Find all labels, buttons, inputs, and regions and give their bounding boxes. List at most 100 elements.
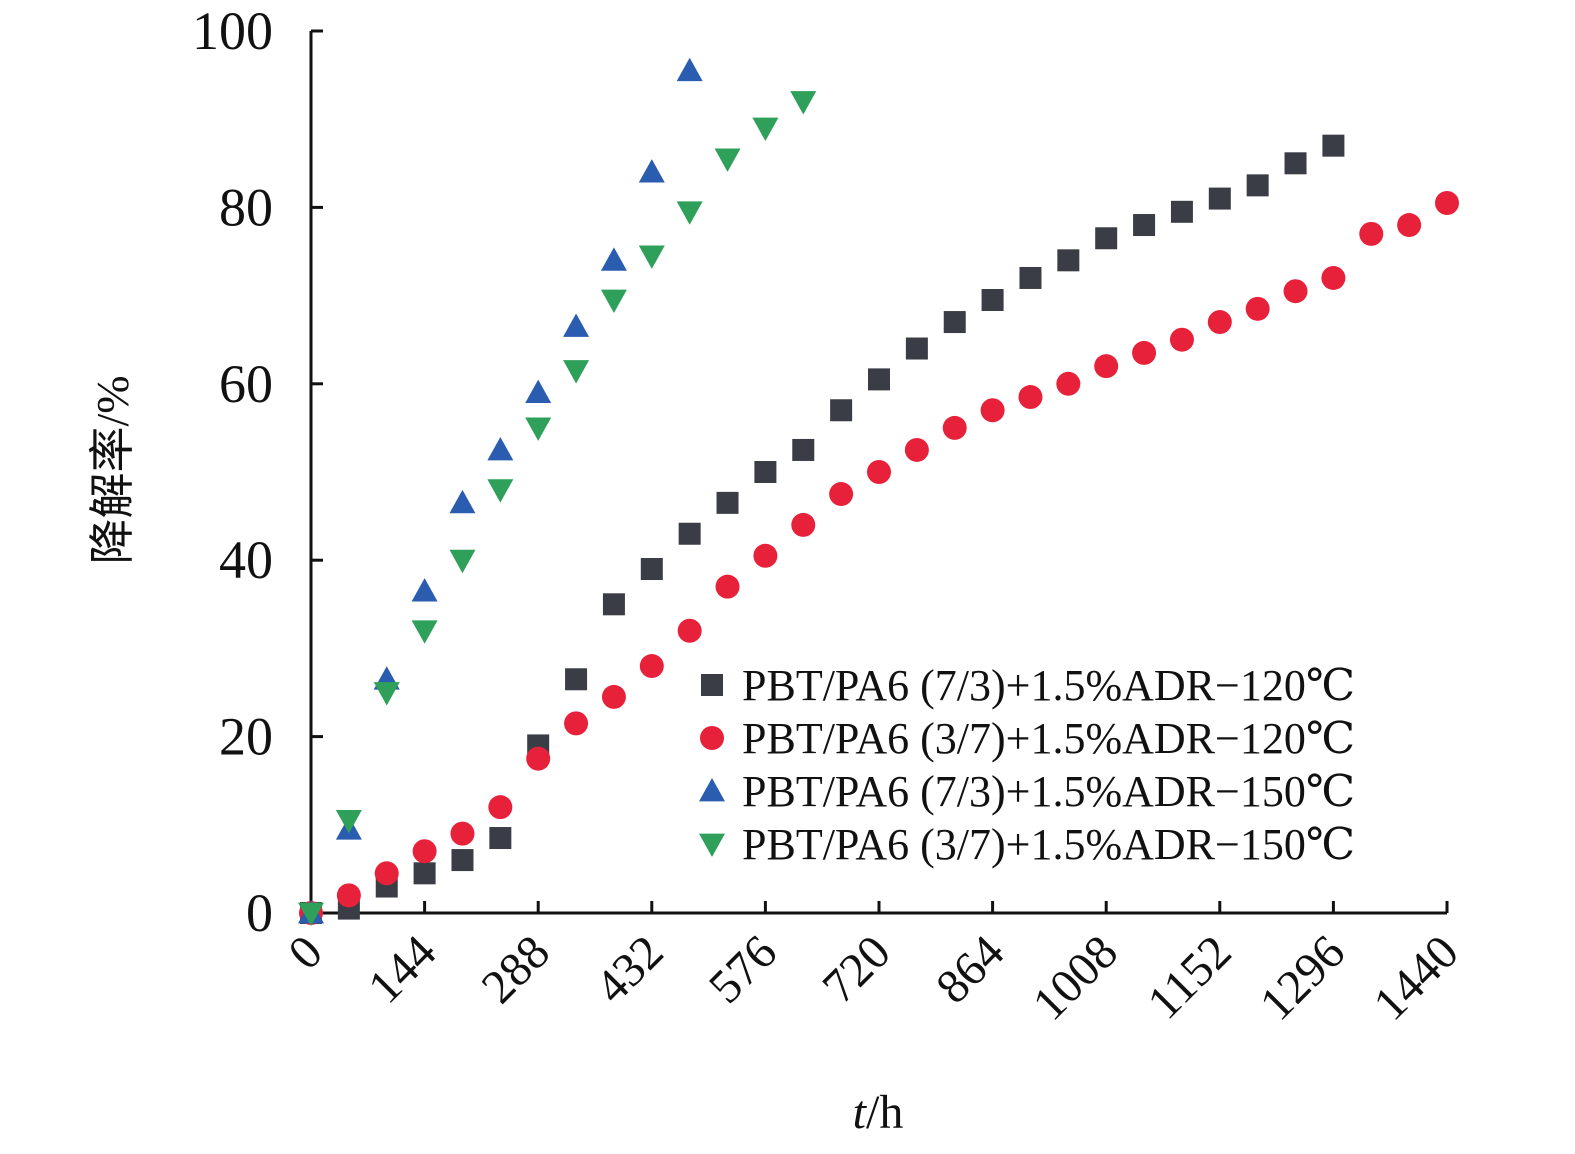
y-tick-label: 0: [246, 883, 273, 943]
data-point-series-1: [1057, 249, 1080, 272]
data-point-series-2: [791, 512, 816, 537]
data-point-series-1: [792, 438, 815, 461]
data-point-series-4: [790, 91, 817, 115]
data-point-series-2: [1321, 265, 1346, 290]
x-tick-label: 1152: [1137, 925, 1241, 1029]
legend-marker-series-2: [700, 726, 724, 750]
series-2: [299, 190, 1459, 925]
y-axis-title: 降解率/%: [87, 375, 138, 564]
y-tick-label: 60: [219, 354, 273, 414]
x-axis-title-italic: t: [853, 1086, 868, 1139]
data-point-series-2: [942, 415, 967, 440]
data-point-series-1: [413, 862, 436, 885]
data-point-series-2: [1132, 340, 1157, 365]
data-point-series-2: [1245, 296, 1270, 321]
data-point-series-3: [638, 159, 665, 183]
data-point-series-4: [752, 117, 779, 142]
data-point-series-2: [867, 460, 891, 484]
data-point-series-3: [411, 578, 438, 602]
data-point-series-4: [563, 360, 590, 384]
data-point-series-2: [450, 821, 475, 846]
legend-marker-series-4: [699, 833, 725, 857]
data-point-series-1: [1095, 227, 1118, 250]
data-point-series-4: [638, 245, 665, 269]
data-point-series-2: [601, 684, 626, 709]
data-point-series-2: [336, 883, 361, 908]
data-point-series-2: [904, 437, 929, 462]
x-tick-label: 864: [926, 925, 1014, 1013]
data-point-series-1: [678, 522, 701, 545]
data-point-series-2: [1094, 354, 1119, 379]
x-tick-label: 720: [812, 925, 900, 1013]
data-point-series-1: [1170, 200, 1193, 223]
y-tick-label: 20: [219, 707, 273, 767]
data-point-series-1: [868, 368, 890, 391]
data-point-series-4: [298, 902, 324, 926]
data-point-series-2: [1169, 327, 1194, 352]
x-tick-label: 576: [699, 925, 787, 1013]
data-point-series-2: [753, 543, 778, 568]
data-point-series-1: [1133, 214, 1156, 237]
legend-label-series-2: PBT/PA6 (3/7)+1.5%ADR−120℃: [742, 714, 1355, 763]
data-point-series-4: [487, 479, 514, 503]
data-point-series-2: [564, 711, 589, 736]
x-axis-title: t/h: [853, 1086, 904, 1139]
data-point-series-4: [525, 417, 552, 441]
data-point-series-2: [829, 482, 854, 507]
data-point-series-3: [449, 489, 476, 514]
x-tick-label: 288: [472, 925, 560, 1013]
data-point-series-2: [374, 861, 399, 886]
data-point-series-4: [373, 682, 400, 706]
data-point-series-2: [1359, 221, 1384, 246]
data-point-series-1: [602, 593, 625, 616]
data-point-series-1: [1019, 266, 1042, 289]
data-point-series-4: [600, 289, 627, 314]
y-axis-ticks: 0 20 40 60 80 100: [192, 1, 323, 943]
data-point-series-1: [640, 558, 663, 581]
data-points: [298, 57, 1459, 926]
data-point-series-2: [1018, 385, 1043, 410]
data-point-series-1: [943, 311, 966, 334]
data-point-series-3: [676, 57, 703, 82]
data-point-series-2: [412, 839, 437, 864]
data-point-series-1: [1208, 187, 1231, 210]
x-axis-title-unit: /h: [866, 1086, 903, 1139]
legend-label-series-3: PBT/PA6 (7/3)+1.5%ADR−150℃: [742, 767, 1355, 816]
data-point-series-2: [1435, 190, 1459, 215]
data-point-series-1: [489, 827, 512, 850]
data-point-series-1: [565, 668, 588, 691]
data-point-series-3: [563, 313, 590, 337]
data-point-series-1: [830, 399, 853, 422]
x-tick-label: 1440: [1363, 925, 1468, 1030]
data-point-series-1: [1322, 134, 1345, 157]
x-tick-label: 144: [358, 925, 446, 1013]
data-point-series-4: [411, 620, 438, 644]
legend-marker-series-1: [701, 674, 723, 696]
x-tick-label: 432: [585, 925, 673, 1013]
data-point-series-3: [525, 379, 552, 404]
series-4: [298, 91, 817, 926]
y-tick-label: 80: [219, 177, 273, 237]
data-point-series-1: [754, 461, 777, 483]
data-point-series-3: [600, 247, 627, 271]
data-point-series-2: [488, 795, 513, 820]
legend-label-series-1: PBT/PA6 (7/3)+1.5%ADR−120℃: [742, 661, 1355, 710]
legend-label-series-4: PBT/PA6 (3/7)+1.5%ADR−150℃: [742, 820, 1355, 869]
data-point-series-1: [451, 849, 474, 872]
data-point-series-2: [677, 618, 702, 643]
data-point-series-1: [1284, 152, 1307, 175]
x-tick-label: 0: [278, 925, 332, 979]
y-tick-label: 100: [192, 1, 273, 61]
data-point-series-2: [980, 398, 1005, 423]
data-point-series-4: [676, 201, 703, 225]
data-point-series-2: [1283, 279, 1308, 304]
y-tick-label: 40: [219, 530, 273, 590]
data-point-series-1: [905, 337, 928, 360]
data-point-series-2: [715, 574, 740, 599]
data-point-series-1: [981, 289, 1004, 312]
data-point-series-4: [335, 809, 362, 834]
data-point-series-2: [1056, 371, 1081, 396]
